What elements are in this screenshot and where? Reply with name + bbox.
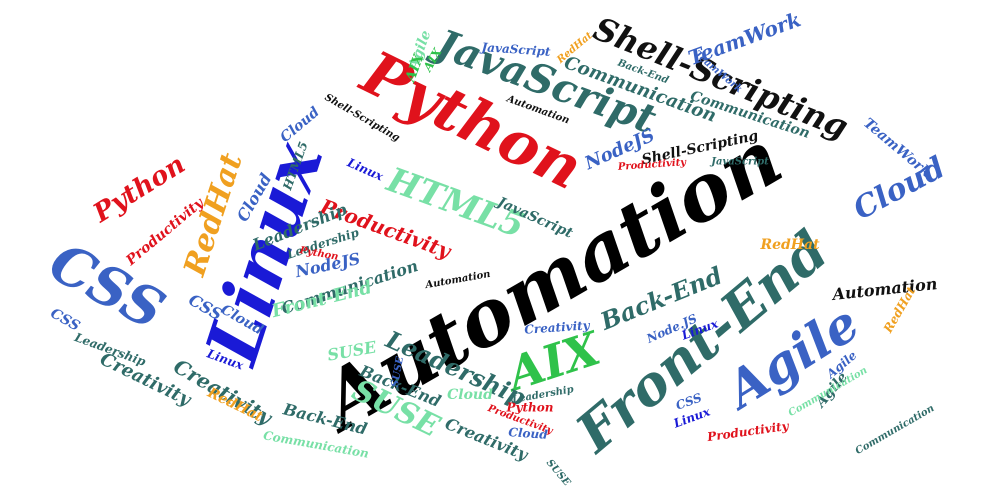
cloud-word: Productivity: [617, 157, 688, 173]
cloud-word: Linux: [344, 155, 386, 184]
cloud-word: JavaScript: [709, 157, 769, 168]
cloud-word: Productivity: [705, 419, 790, 445]
cloud-word: Cloud: [508, 425, 549, 442]
cloud-word: Cloud: [848, 150, 951, 227]
cloud-word: SUSE: [544, 458, 572, 489]
cloud-word: Cloud: [277, 104, 323, 146]
cloud-word: Cloud: [447, 387, 493, 403]
cloud-word: Automation: [830, 274, 939, 304]
cloud-word: RedHat: [759, 237, 820, 253]
cloud-word: Python: [506, 401, 554, 415]
cloud-word: SUSE: [390, 356, 406, 389]
cloud-word: Creativity: [524, 318, 591, 337]
cloud-word: Communication: [854, 403, 937, 457]
cloud-word: JavaScript: [479, 40, 551, 59]
